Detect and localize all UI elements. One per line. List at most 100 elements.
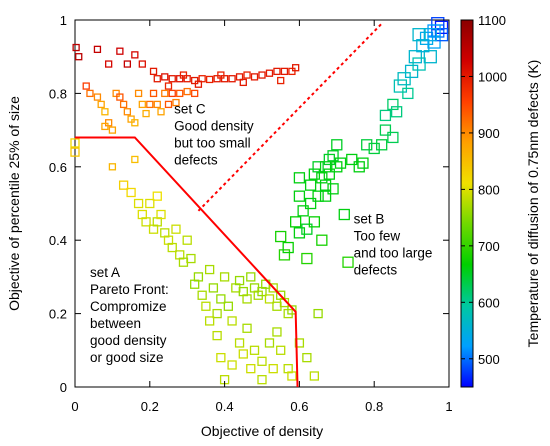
data-point xyxy=(277,76,285,85)
data-point xyxy=(138,100,146,109)
data-point xyxy=(316,172,328,184)
data-point xyxy=(116,47,124,55)
data-point xyxy=(302,352,312,363)
data-point xyxy=(97,100,105,109)
data-points xyxy=(70,17,449,385)
data-point xyxy=(212,308,222,319)
data-point xyxy=(304,179,317,191)
data-point xyxy=(308,168,321,180)
data-point xyxy=(258,71,266,79)
data-point xyxy=(72,43,80,52)
data-point xyxy=(134,89,143,98)
pareto-front-line xyxy=(75,136,299,388)
data-point xyxy=(123,108,132,116)
annotation-line: set B xyxy=(354,212,385,227)
x-tick-label: 0.6 xyxy=(290,399,308,414)
data-point xyxy=(287,305,297,315)
x-axis-title: Objective of density xyxy=(201,423,323,439)
annotation-line: but too small xyxy=(174,136,251,151)
data-point xyxy=(272,301,282,311)
data-point xyxy=(201,301,211,311)
colorbar-tick-label: 1000 xyxy=(478,69,507,84)
data-point xyxy=(278,249,291,261)
set-c-boundary-line xyxy=(197,22,383,212)
data-point xyxy=(179,71,188,79)
data-point xyxy=(293,172,306,184)
data-point xyxy=(301,252,313,265)
data-point xyxy=(290,216,302,228)
data-point xyxy=(131,51,139,59)
data-point xyxy=(235,73,244,81)
data-point xyxy=(404,64,419,79)
data-point xyxy=(123,60,132,68)
data-point xyxy=(216,352,226,363)
data-point xyxy=(264,294,275,304)
data-point xyxy=(172,98,180,107)
data-point xyxy=(164,100,173,109)
data-point xyxy=(327,150,339,162)
data-point xyxy=(368,142,380,155)
data-point xyxy=(161,73,169,81)
data-point xyxy=(288,67,296,76)
data-point xyxy=(213,75,221,83)
y-tick-label: 0.8 xyxy=(49,86,67,101)
data-point xyxy=(208,283,219,293)
data-point xyxy=(393,79,408,93)
y-tick-label: 1 xyxy=(60,13,67,28)
data-point xyxy=(86,89,94,98)
data-point xyxy=(412,28,426,42)
data-point xyxy=(249,345,260,355)
data-point xyxy=(275,230,287,243)
data-point xyxy=(264,338,275,348)
data-point xyxy=(131,155,139,164)
data-point xyxy=(342,256,354,268)
data-point xyxy=(431,17,445,31)
data-point xyxy=(101,108,109,116)
data-point xyxy=(242,294,252,304)
data-point xyxy=(205,75,214,84)
data-point xyxy=(191,76,199,85)
x-tick-label: 0.4 xyxy=(216,399,234,414)
colorbar: 500 600 700 800 900 1000 1100 xyxy=(460,13,507,388)
data-point xyxy=(319,179,332,191)
data-point xyxy=(309,371,320,381)
colorbar-tick-label: 500 xyxy=(478,352,500,367)
annotation: set C Good density but too small defects xyxy=(174,102,254,168)
data-point xyxy=(238,349,248,359)
data-point xyxy=(142,109,150,118)
data-point xyxy=(70,138,80,148)
data-point xyxy=(82,82,90,90)
data-point xyxy=(171,224,181,234)
colorbar-tick-label: 1100 xyxy=(478,13,506,28)
data-point xyxy=(293,190,306,202)
data-point xyxy=(250,73,259,81)
data-point xyxy=(294,338,305,348)
data-point xyxy=(434,28,449,42)
data-point xyxy=(265,69,274,77)
annotation-line: good density xyxy=(90,333,167,348)
data-point xyxy=(397,72,411,86)
annotations: set A Pareto Front: Compromize between good … xyxy=(90,102,432,365)
data-point xyxy=(387,131,399,144)
data-point xyxy=(219,272,230,282)
boundary-lines xyxy=(75,22,383,388)
data-point xyxy=(204,264,215,275)
data-point xyxy=(427,24,441,38)
y-tick-label: 0.4 xyxy=(49,233,67,248)
data-point xyxy=(112,89,120,98)
data-point xyxy=(243,71,251,79)
data-point xyxy=(127,115,135,123)
data-point xyxy=(176,89,184,98)
data-point xyxy=(313,308,323,319)
data-point xyxy=(257,356,267,366)
data-point xyxy=(357,157,369,169)
data-point xyxy=(331,139,343,151)
data-point xyxy=(268,283,278,293)
data-point xyxy=(75,53,83,61)
data-point xyxy=(93,45,102,54)
data-point xyxy=(431,24,445,38)
data-point xyxy=(323,153,335,166)
data-point xyxy=(316,234,328,246)
annotation-line: or good size xyxy=(90,350,164,365)
data-point xyxy=(131,119,139,127)
